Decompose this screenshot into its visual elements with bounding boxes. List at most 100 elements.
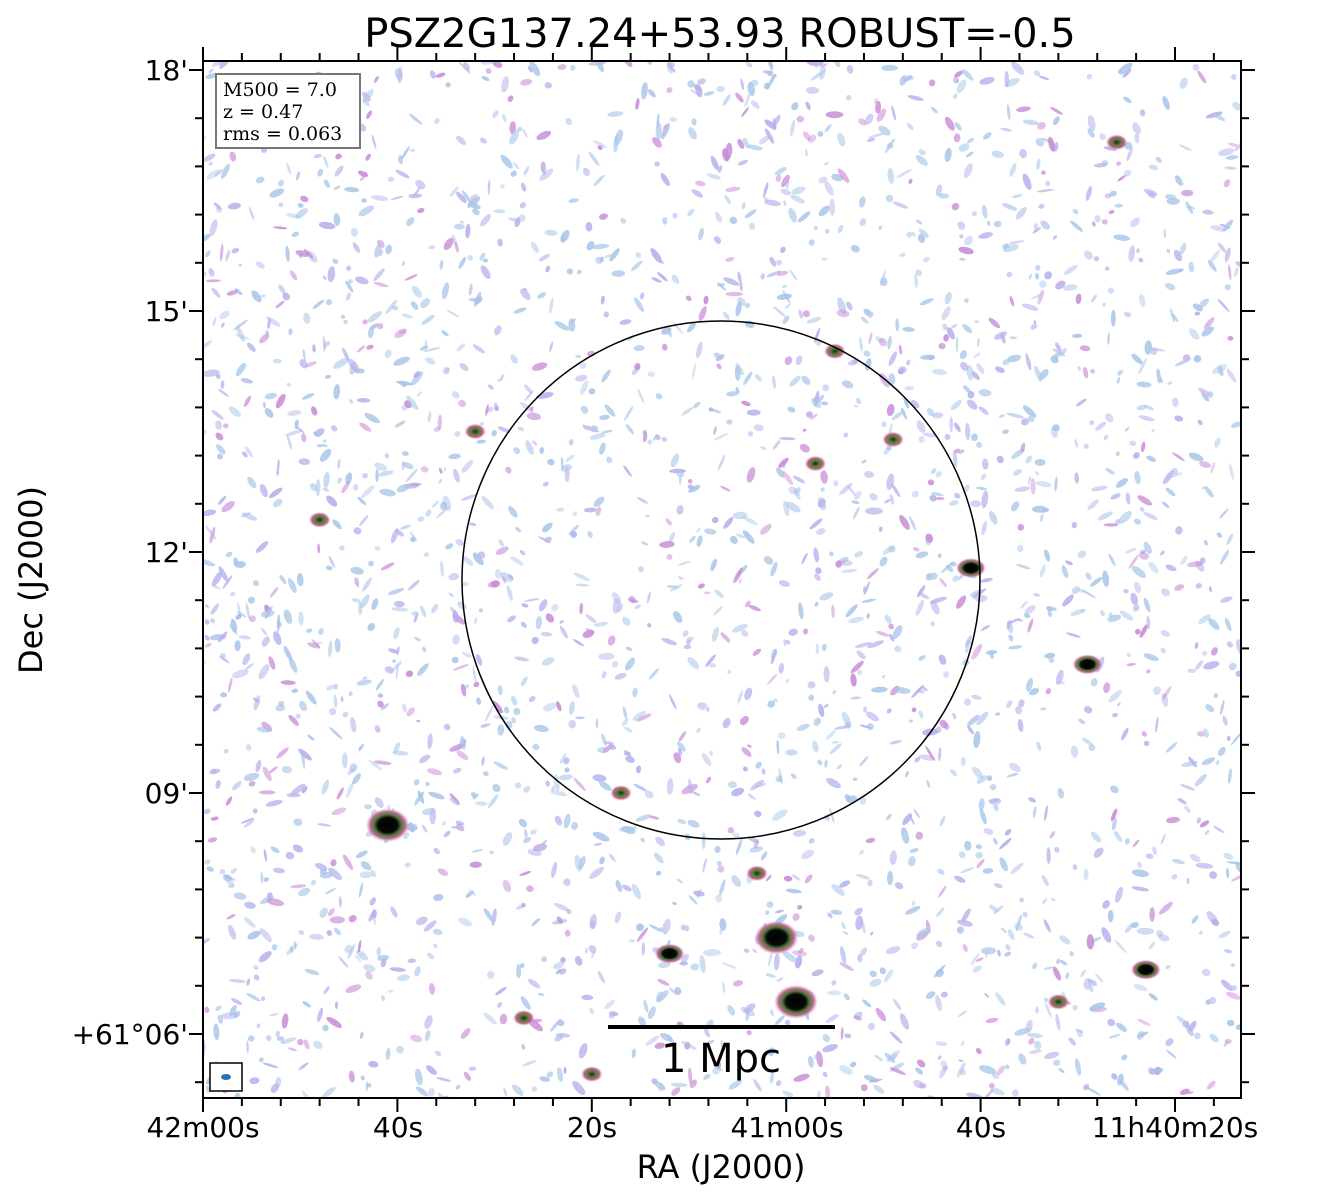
noise-blob xyxy=(1110,808,1118,822)
noise-blob xyxy=(570,64,576,71)
noise-blob xyxy=(935,184,943,197)
noise-blob xyxy=(431,604,439,614)
noise-blob xyxy=(546,1071,554,1078)
noise-blob xyxy=(747,431,754,437)
noise-blob xyxy=(421,314,435,325)
noise-blob xyxy=(801,552,808,565)
noise-blob xyxy=(927,479,935,486)
noise-blob xyxy=(321,443,328,448)
x-axis-label: RA (J2000) xyxy=(637,1148,806,1186)
noise-blob xyxy=(480,265,491,279)
noise-blob xyxy=(216,453,223,460)
noise-blob xyxy=(643,999,649,1013)
noise-blob xyxy=(599,856,605,865)
noise-blob xyxy=(533,724,549,733)
noise-blob xyxy=(879,967,886,975)
noise-blob xyxy=(1043,997,1049,1003)
noise-blob xyxy=(856,873,871,880)
noise-blob xyxy=(1103,434,1109,441)
noise-blob xyxy=(710,155,719,171)
noise-blob xyxy=(419,754,431,764)
noise-blob xyxy=(580,405,589,414)
noise-blob xyxy=(1116,1022,1127,1032)
noise-blob xyxy=(211,287,221,298)
noise-blob xyxy=(653,852,664,864)
noise-blob xyxy=(647,371,655,377)
noise-blob xyxy=(203,369,220,377)
noise-blob xyxy=(754,374,762,382)
noise-blob xyxy=(1071,586,1081,594)
noise-blob xyxy=(1015,206,1027,220)
noise-blob xyxy=(935,1041,948,1047)
noise-blob xyxy=(501,113,507,123)
noise-blob xyxy=(993,220,1002,228)
noise-blob xyxy=(1152,846,1157,856)
noise-blob xyxy=(232,669,249,679)
noise-blob xyxy=(988,904,999,913)
noise-blob xyxy=(837,168,850,183)
noise-blob xyxy=(528,696,536,703)
noise-blob xyxy=(759,136,769,145)
noise-blob xyxy=(448,592,454,598)
noise-blob xyxy=(472,552,484,566)
noise-blob xyxy=(352,242,361,253)
noise-blob xyxy=(744,687,753,701)
noise-blob xyxy=(401,451,409,457)
noise-blob xyxy=(291,231,300,237)
noise-blob xyxy=(203,509,217,517)
noise-blob xyxy=(938,342,946,350)
noise-blob xyxy=(207,837,218,843)
noise-blob xyxy=(518,818,528,828)
noise-blob xyxy=(857,954,863,963)
noise-blob xyxy=(841,380,854,389)
noise-blob xyxy=(1114,203,1123,208)
noise-blob xyxy=(1117,369,1124,376)
noise-blob xyxy=(852,777,858,781)
noise-blob xyxy=(1226,735,1231,742)
noise-blob xyxy=(1208,586,1213,592)
noise-blob xyxy=(624,657,636,671)
radio-source xyxy=(955,558,986,578)
noise-blob xyxy=(1162,96,1170,110)
noise-blob xyxy=(204,1006,210,1014)
noise-blob xyxy=(1083,250,1093,260)
noise-blob xyxy=(379,249,384,257)
noise-blob xyxy=(892,201,909,209)
noise-blob xyxy=(501,575,507,584)
noise-blob xyxy=(379,488,396,497)
noise-blob xyxy=(1156,368,1161,384)
noise-blob xyxy=(822,1071,828,1078)
noise-blob xyxy=(286,382,292,387)
noise-blob xyxy=(342,854,354,871)
noise-blob xyxy=(1002,429,1009,435)
noise-blob xyxy=(1119,610,1134,621)
noise-blob xyxy=(589,866,604,879)
noise-blob xyxy=(595,718,599,729)
noise-blob xyxy=(829,807,835,824)
noise-blob xyxy=(1165,1038,1174,1047)
noise-blob xyxy=(1137,1031,1149,1038)
noise-blob xyxy=(967,391,975,399)
noise-blob xyxy=(1176,1015,1190,1028)
noise-blob xyxy=(297,202,304,208)
noise-blob xyxy=(1036,741,1042,751)
noise-blob xyxy=(1055,958,1061,965)
noise-blob xyxy=(572,511,578,517)
noise-blob xyxy=(351,598,361,603)
noise-blob xyxy=(1231,872,1241,882)
noise-blob xyxy=(889,494,895,505)
noise-blob xyxy=(750,779,765,791)
r500-circle xyxy=(461,320,981,840)
noise-blob xyxy=(1199,298,1209,308)
noise-blob xyxy=(959,234,964,239)
noise-blob xyxy=(818,703,825,718)
noise-blob xyxy=(1234,267,1239,277)
noise-blob xyxy=(614,911,622,924)
noise-blob xyxy=(1061,564,1069,579)
noise-blob xyxy=(887,335,892,350)
noise-blob xyxy=(230,867,238,874)
noise-blob xyxy=(325,888,336,895)
noise-blob xyxy=(362,676,368,680)
noise-blob xyxy=(1028,797,1036,803)
noise-blob xyxy=(933,964,946,978)
